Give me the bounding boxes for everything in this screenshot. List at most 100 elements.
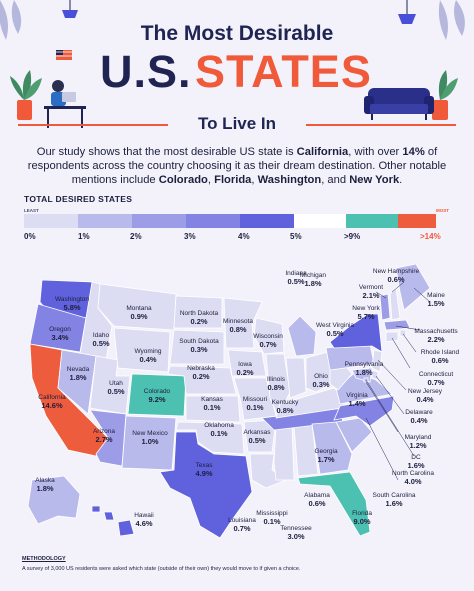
state-label: Iowa 0.2% [215, 361, 275, 376]
state-label: Kansas 0.1% [182, 396, 242, 411]
title-states: STATES [195, 46, 372, 97]
state-label: Alaska 1.8% [15, 477, 75, 492]
state-label: New Hampshire 0.6% [366, 268, 426, 283]
state-value: 0.8% [229, 324, 247, 334]
state-name: Washington [54, 296, 90, 303]
state-name: Tennessee [280, 525, 312, 532]
state-value: 2.2% [427, 334, 445, 344]
state-name: DC [411, 454, 421, 461]
state-name: Rhode Island [420, 349, 460, 356]
state-name: Montana [126, 305, 152, 312]
leader-line [375, 375, 405, 415]
state-value: 0.3% [312, 379, 330, 389]
title-us: U.S. [100, 46, 192, 97]
leader-line [402, 333, 417, 353]
legend-segment [132, 214, 186, 228]
state-label: Massachusetts 2.2% [406, 328, 466, 343]
legend-segment [346, 214, 398, 228]
state-label: Texas 4.9% [174, 462, 234, 477]
state-rhode-island [399, 329, 407, 337]
legend-tick-label: >14% [420, 232, 441, 241]
state-name: Louisiana [228, 517, 256, 524]
state-name: Texas [195, 462, 213, 469]
state-label: Wisconsin 0.7% [238, 333, 298, 348]
state-value: 5.7% [357, 311, 375, 321]
state-label: Oregon 3.4% [30, 326, 90, 341]
state-arizona [89, 409, 127, 467]
state-label: California 14.6% [22, 394, 82, 409]
state-value: 9.0% [353, 516, 371, 526]
state-florida [297, 471, 371, 537]
state-name: New Jersey [408, 388, 442, 395]
legend-segment [398, 214, 436, 228]
state-montana [97, 283, 177, 331]
state-label: South Dakota 0.3% [169, 338, 229, 353]
state-name: Illinois [266, 376, 286, 383]
state-label: Louisiana 0.7% [212, 517, 272, 532]
state-value: 1.5% [427, 298, 445, 308]
state-label: Colorado 9.2% [127, 388, 187, 403]
state-texas [159, 431, 253, 539]
state-label: Alabama 0.6% [287, 492, 347, 507]
state-value: 1.6% [407, 460, 425, 470]
state-name: California [38, 394, 66, 401]
title-line-3: To Live In [197, 114, 277, 133]
state-label: Montana 0.9% [109, 305, 169, 320]
state-name: South Carolina [372, 492, 416, 499]
lamp-icon [62, 0, 416, 24]
state-name: Iowa [238, 361, 252, 368]
legend-tick-label: 3% [184, 232, 196, 241]
state-michigan [287, 315, 317, 357]
state-name: Utah [109, 380, 123, 387]
state-label: Michigan 1.8% [283, 272, 343, 287]
state-label: Kentucky 0.8% [255, 399, 315, 414]
state-ohio [305, 351, 335, 393]
state-name: Idaho [92, 332, 110, 339]
state-name: Wisconsin [253, 333, 283, 340]
state-name: Maryland [404, 434, 432, 441]
state-name: New Hampshire [372, 268, 420, 275]
state-name: South Dakota [179, 338, 219, 345]
state-label: DC 1.6% [386, 454, 446, 469]
state-name: Minnesota [223, 318, 253, 325]
state-name: Florida [352, 510, 372, 517]
flag-icon [56, 50, 72, 60]
state-value: 1.8% [304, 278, 322, 288]
state-label: Tennessee 3.0% [266, 525, 326, 540]
state-value: 0.5% [107, 386, 125, 396]
state-value: 4.0% [404, 476, 422, 486]
state-label: Indiana 0.5% [266, 270, 326, 285]
state-colorado [127, 373, 187, 417]
state-name: Michigan [299, 272, 326, 279]
state-value: 0.5% [248, 435, 266, 445]
state-label: Maine 1.5% [406, 292, 466, 307]
us-map [27, 263, 431, 539]
leader-line [377, 359, 407, 391]
state-new-york [329, 313, 383, 353]
state-label: Virginia 1.4% [327, 392, 387, 407]
legend-segment [78, 214, 132, 228]
leader-line [365, 381, 399, 433]
state-label: New Mexico 1.0% [120, 430, 180, 445]
state-label: Ohio 0.3% [291, 373, 351, 388]
state-name: Ohio [314, 373, 328, 380]
state-label: Vermont 2.1% [341, 284, 401, 299]
state-value: 2.1% [362, 290, 380, 300]
state-name: Kansas [201, 396, 223, 403]
state-value: 3.4% [51, 332, 69, 342]
state-nebraska [167, 365, 237, 395]
state-delaware [371, 369, 379, 381]
state-name: Arkansas [243, 429, 271, 436]
state-missouri [233, 377, 277, 421]
state-label: New York 5.7% [336, 305, 396, 320]
state-label: Connecticut 0.7% [406, 371, 466, 386]
state-name: Alaska [35, 477, 55, 484]
state-label: Rhode Island 0.6% [410, 349, 470, 364]
state-value: 0.9% [130, 311, 148, 321]
state-new-hampshire [389, 287, 401, 321]
state-new-jersey [371, 349, 383, 373]
legend-tick-label: 0% [24, 232, 36, 241]
state-north-dakota [173, 295, 223, 329]
state-value: 1.7% [317, 454, 335, 464]
state-value: 9.2% [148, 394, 166, 404]
